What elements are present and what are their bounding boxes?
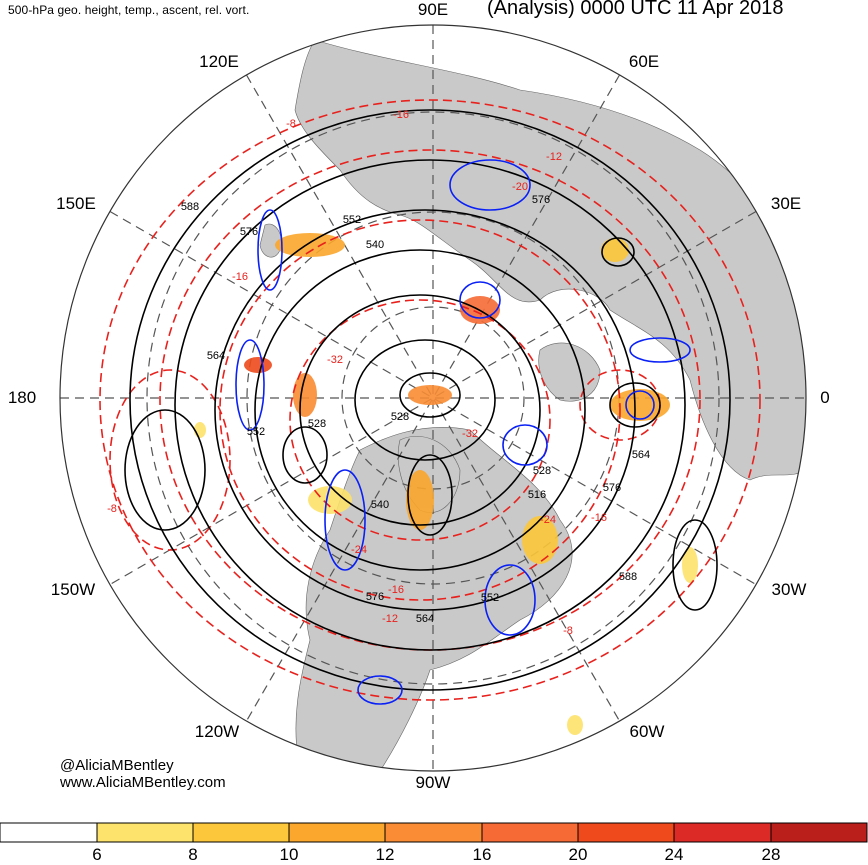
height-label: 576 (366, 591, 384, 603)
height-label: 552 (481, 592, 499, 604)
temp-label: -8 (563, 625, 573, 637)
lon-label-120w: 120W (194, 722, 240, 741)
lon-label-150w: 150W (50, 580, 96, 599)
colorbar-bin (577, 822, 675, 843)
height-label: 528 (308, 418, 326, 430)
height-label: 588 (181, 201, 199, 213)
temp-label: -12 (546, 151, 562, 163)
product-subtitle: 500-hPa geo. height, temp., ascent, rel.… (8, 3, 250, 17)
temp-label: -12 (382, 613, 398, 625)
height-label: 588 (619, 571, 637, 583)
colorbar-tick: 10 (279, 845, 299, 864)
lon-label-60w: 60W (629, 722, 665, 741)
colorbar-tick: 12 (375, 845, 395, 864)
colorbar-bin (0, 822, 98, 843)
colorbar-tick: 20 (568, 845, 588, 864)
lon-label-150e: 150E (56, 194, 96, 213)
height-label: 552 (247, 426, 265, 438)
colorbar-bin (384, 822, 483, 843)
colorbar-bin (673, 822, 772, 843)
colorbar-tick: 8 (188, 845, 198, 864)
lon-label-180: 180 (7, 388, 37, 407)
height-label: 564 (416, 613, 434, 625)
colorbar-bin (96, 822, 194, 843)
temp-label: -24 (351, 544, 367, 556)
credit-handle: @AliciaMBentley (60, 757, 174, 774)
height-label: 564 (207, 350, 225, 362)
height-label: 540 (371, 499, 389, 511)
temp-label: -8 (107, 503, 117, 515)
height-label: 552 (343, 214, 361, 226)
height-contours (124, 109, 731, 691)
temp-label: -16 (393, 109, 409, 121)
lon-label-60e: 60E (628, 52, 660, 71)
colorbar-bin (770, 822, 868, 843)
colorbar-tick: 6 (92, 845, 102, 864)
height-label: 540 (366, 239, 384, 251)
height-label: 576 (240, 226, 258, 238)
colorbar-bin (192, 822, 290, 843)
vorticity-contours (235, 159, 691, 705)
colorbar-tick: 16 (472, 845, 492, 864)
credit-website: www.AliciaMBentley.com (60, 774, 226, 791)
lon-label-90e: 90E (417, 0, 449, 19)
map-boundary (59, 24, 807, 772)
colorbar (0, 822, 868, 843)
lon-label-0: 0 (820, 388, 830, 407)
lon-label-30w: 30W (771, 580, 807, 599)
temperature-labels: -8 -16 -20 -12 -32 -16 -32 -24 -24 -16 -… (107, 109, 607, 637)
lon-label-90w: 90W (415, 773, 451, 792)
colorbar-tick: 28 (761, 845, 781, 864)
height-label: 564 (632, 449, 650, 461)
height-label: 516 (528, 489, 546, 501)
analysis-title: (Analysis) 0000 UTC 11 Apr 2018 (487, 0, 784, 19)
temp-label: -16 (388, 584, 404, 596)
temp-label: -32 (327, 354, 343, 366)
temp-label: -24 (540, 514, 556, 526)
temp-label: -8 (286, 118, 296, 130)
height-label: 576 (603, 482, 621, 494)
lon-label-120e: 120E (199, 52, 239, 71)
temp-label: -20 (512, 181, 528, 193)
height-label: 576 (532, 194, 550, 206)
eurasia-land (294, 39, 806, 481)
height-label: 528 (533, 465, 551, 477)
temp-label: -16 (232, 271, 248, 283)
colorbar-tick: 24 (664, 845, 684, 864)
temp-label: -32 (462, 428, 478, 440)
temp-label: -16 (591, 512, 607, 524)
height-label: 528 (391, 411, 409, 423)
colorbar-bin (288, 822, 386, 843)
lon-label-30e: 30E (770, 194, 802, 213)
colorbar-bin (481, 822, 579, 843)
height-labels: 588 576 552 540 564 552 528 528 540 516 … (181, 194, 650, 625)
